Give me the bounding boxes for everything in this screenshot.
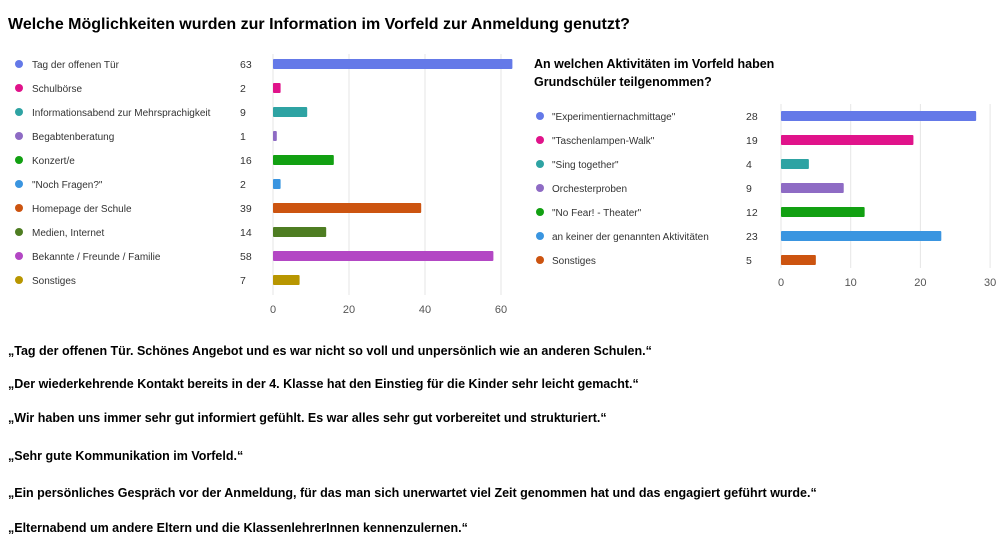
legend-dot [536, 136, 544, 144]
legend-dot [15, 132, 23, 140]
bar [273, 107, 308, 117]
bar [781, 135, 914, 145]
x-tick-label: 0 [270, 304, 276, 316]
value-label: 2 [240, 83, 246, 95]
legend-dot [536, 208, 544, 216]
x-tick-label: 10 [845, 277, 857, 289]
legend-dot [536, 256, 544, 264]
legend-dot [15, 108, 23, 116]
value-label: 63 [240, 59, 252, 71]
bar [781, 231, 942, 241]
bar [273, 227, 327, 237]
quote-4: „Sehr gute Kommunikation im Vorfeld.“ [8, 449, 244, 463]
bar [273, 131, 277, 141]
category-label: Schulbörse [32, 84, 82, 95]
x-tick-label: 40 [419, 304, 431, 316]
category-label: Tag der offenen Tür [32, 60, 120, 71]
bar [273, 59, 513, 69]
value-label: 4 [746, 159, 752, 171]
legend-dot [15, 84, 23, 92]
quote-6: „Elternabend um andere Eltern und die Kl… [8, 521, 468, 535]
legend-dot [15, 204, 23, 212]
bar [273, 179, 281, 189]
category-label: Medien, Internet [32, 228, 104, 239]
value-label: 19 [746, 135, 758, 147]
legend-dot [536, 232, 544, 240]
value-label: 16 [240, 155, 252, 167]
bar [781, 111, 977, 121]
chart1-title: Welche Möglichkeiten wurden zur Informat… [8, 16, 630, 33]
value-label: 39 [240, 203, 252, 215]
category-label: Orchesterproben [552, 184, 627, 195]
bar [781, 183, 844, 193]
legend-dot [15, 276, 23, 284]
category-label: an keiner der genannten Aktivitäten [552, 232, 709, 243]
value-label: 9 [240, 107, 246, 119]
category-label: "Experimentiernachmittage" [552, 112, 676, 123]
bar [273, 203, 422, 213]
value-label: 1 [240, 131, 246, 143]
bar [781, 255, 816, 265]
category-label: "Noch Fragen?" [32, 180, 103, 191]
x-tick-label: 30 [984, 277, 996, 289]
bar [273, 155, 334, 165]
category-label: Bekannte / Freunde / Familie [32, 252, 161, 263]
category-label: Begabtenberatung [32, 132, 114, 143]
value-label: 14 [240, 227, 252, 239]
chart2-title: An welchen Aktivitäten im Vorfeld haben … [534, 57, 775, 89]
category-label: "Taschenlampen-Walk" [552, 136, 655, 147]
value-label: 9 [746, 183, 752, 195]
category-label: Sonstiges [552, 256, 596, 267]
legend-dot [15, 228, 23, 236]
quote-2: „Der wiederkehrende Kontakt bereits in d… [8, 377, 639, 391]
value-label: 7 [240, 275, 246, 287]
legend-dot [15, 156, 23, 164]
legend-dot [536, 160, 544, 168]
value-label: 28 [746, 111, 758, 123]
bar [781, 159, 809, 169]
quote-5: „Ein persönliches Gespräch vor der Anmel… [8, 486, 817, 500]
value-label: 58 [240, 251, 252, 263]
legend-dot [15, 60, 23, 68]
category-label: "Sing together" [552, 160, 619, 171]
quote-3: „Wir haben uns immer sehr gut informiert… [8, 411, 607, 425]
bar [781, 207, 865, 217]
category-label: Homepage der Schule [32, 204, 132, 215]
legend-dot [536, 112, 544, 120]
value-label: 5 [746, 255, 752, 267]
x-tick-label: 20 [914, 277, 926, 289]
x-tick-label: 60 [495, 304, 507, 316]
x-tick-label: 20 [343, 304, 355, 316]
value-label: 23 [746, 231, 758, 243]
bar [273, 83, 281, 93]
value-label: 12 [746, 207, 758, 219]
value-label: 2 [240, 179, 246, 191]
bar [273, 251, 494, 261]
category-label: Sonstiges [32, 276, 76, 287]
category-label: Informationsabend zur Mehrsprachigkeit [32, 108, 211, 119]
bar [273, 275, 300, 285]
category-label: Konzert/e [32, 156, 75, 167]
legend-dot [15, 180, 23, 188]
x-tick-label: 0 [778, 277, 784, 289]
legend-dot [536, 184, 544, 192]
legend-dot [15, 252, 23, 260]
category-label: "No Fear! - Theater" [552, 208, 642, 219]
quote-1: „Tag der offenen Tür. Schönes Angebot un… [8, 344, 652, 358]
